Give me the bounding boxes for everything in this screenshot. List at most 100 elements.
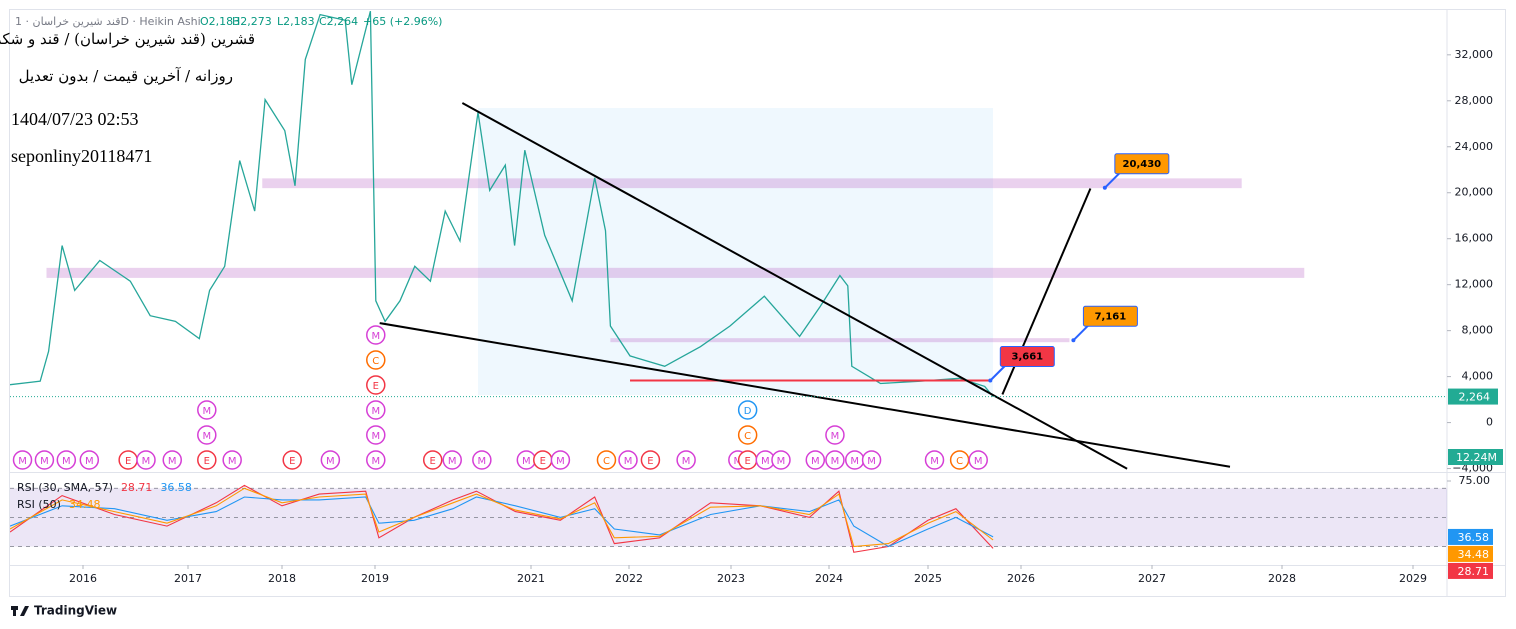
event-label: M [478,456,487,467]
event-label: M [371,331,380,342]
ohlc: H2,273 [232,15,272,28]
frame [9,9,1506,597]
event-label: M [522,456,531,467]
price-line [10,10,994,398]
event-marker [442,450,462,470]
symbol: قند شیرین خراسان · 1D · Heikin Ashi [15,15,201,28]
annotation-label: 7,161 [1095,311,1127,322]
zone [262,178,1242,189]
event-label: M [850,456,859,467]
event-label: M [371,456,380,467]
annotation-point [1102,185,1107,190]
event-marker [12,450,33,470]
event-marker [422,450,443,470]
event-label: E [204,456,210,467]
ohlc: L2,183 [277,15,315,28]
event-label: M [18,456,27,467]
y-tick-label: 75.00 [1459,474,1491,487]
event-label: M [85,456,94,467]
x-tick-label: 2021 [517,572,545,585]
ohlc: C2,264 [319,15,358,28]
event-label: E [373,381,379,392]
x-tick-label: 2027 [1138,572,1166,585]
event-marker [968,450,988,470]
change: +65 (+2.96%) [363,15,442,28]
event-label: M [202,431,211,442]
event-label: M [761,456,770,467]
event-label: M [448,456,457,467]
annotation-box [999,346,1055,368]
event-marker [805,450,826,470]
event-label: M [831,456,840,467]
event-marker [320,450,341,470]
overlay-datetime: 1404/07/23 02:53 [11,109,139,129]
volume-label: 12.24M [1456,451,1497,464]
event-label: E [430,456,436,467]
event-marker [737,400,758,420]
legend-value: 36.58 [160,481,192,494]
trend-line [461,102,1128,470]
rsi-value-label: 36.58 [1458,531,1490,544]
x-tick-label: 2028 [1268,572,1296,585]
y-tick-label: 24,000 [1455,140,1494,153]
axes: 2016 2017 2018 2019 2021 2022 2023 2024 2025 2026… [69,48,1503,585]
event-marker [136,450,156,470]
event-label: M [228,456,237,467]
event-marker [197,425,217,445]
event-marker [366,425,386,445]
y-tick-label: 8,000 [1462,324,1494,337]
x-tick-label: 2022 [615,572,643,585]
legend-value: 28.71 [121,481,153,494]
event-marker [596,450,617,470]
event-label: M [371,406,380,417]
event-label: M [867,456,876,467]
annotation-label: 3,661 [1011,352,1043,363]
event-marker [825,425,845,445]
x-tick-label: 2017 [174,572,202,585]
event-label: C [744,431,751,442]
annotation-label: 20,430 [1123,159,1162,170]
event-label: M [168,456,177,467]
event-label: M [40,456,49,467]
series-line [10,487,994,548]
rsi-value-label: 28.71 [1458,565,1490,578]
event-label: M [142,456,151,467]
zone [46,267,1305,278]
annotation-box [1114,153,1170,175]
event-marker [79,450,100,470]
annotation-box [1082,305,1138,327]
event-label: M [974,456,983,467]
event-marker [366,350,386,370]
rsi-value-label: 34.48 [1458,548,1490,561]
event-marker [197,450,217,470]
rsi-value-box [1448,545,1493,562]
volume-box [1448,449,1503,465]
x-tick-label: 2029 [1399,572,1427,585]
x-tick-label: 2024 [815,572,843,585]
event-marker [366,400,386,420]
event-marker [771,450,791,470]
event-label: E [540,456,546,467]
overlay-user: seponliny20118471 [11,146,152,166]
last-price-label: 2,264 [1459,391,1491,404]
annotation-pointer [989,363,1008,382]
event-label: E [744,456,750,467]
trend-line [379,322,1231,468]
last-price-box [1448,388,1498,405]
event-marker [472,450,492,470]
logo-shape [13,606,16,616]
event-label: M [371,431,380,442]
overlay-title: قشرین (قند شیرین خراسان) / قند و شکر [0,30,255,48]
event-label: M [202,406,211,417]
x-tick-label: 2018 [268,572,296,585]
y-tick-label: 16,000 [1455,232,1494,245]
legend-name: RSI (30, SMA, 57) [17,481,113,494]
annotation-point [988,378,993,383]
event-marker [222,450,242,470]
event-label: M [326,456,335,467]
y-tick-label: 20,000 [1455,186,1494,199]
event-label: D [744,406,752,417]
event-label: E [289,456,295,467]
